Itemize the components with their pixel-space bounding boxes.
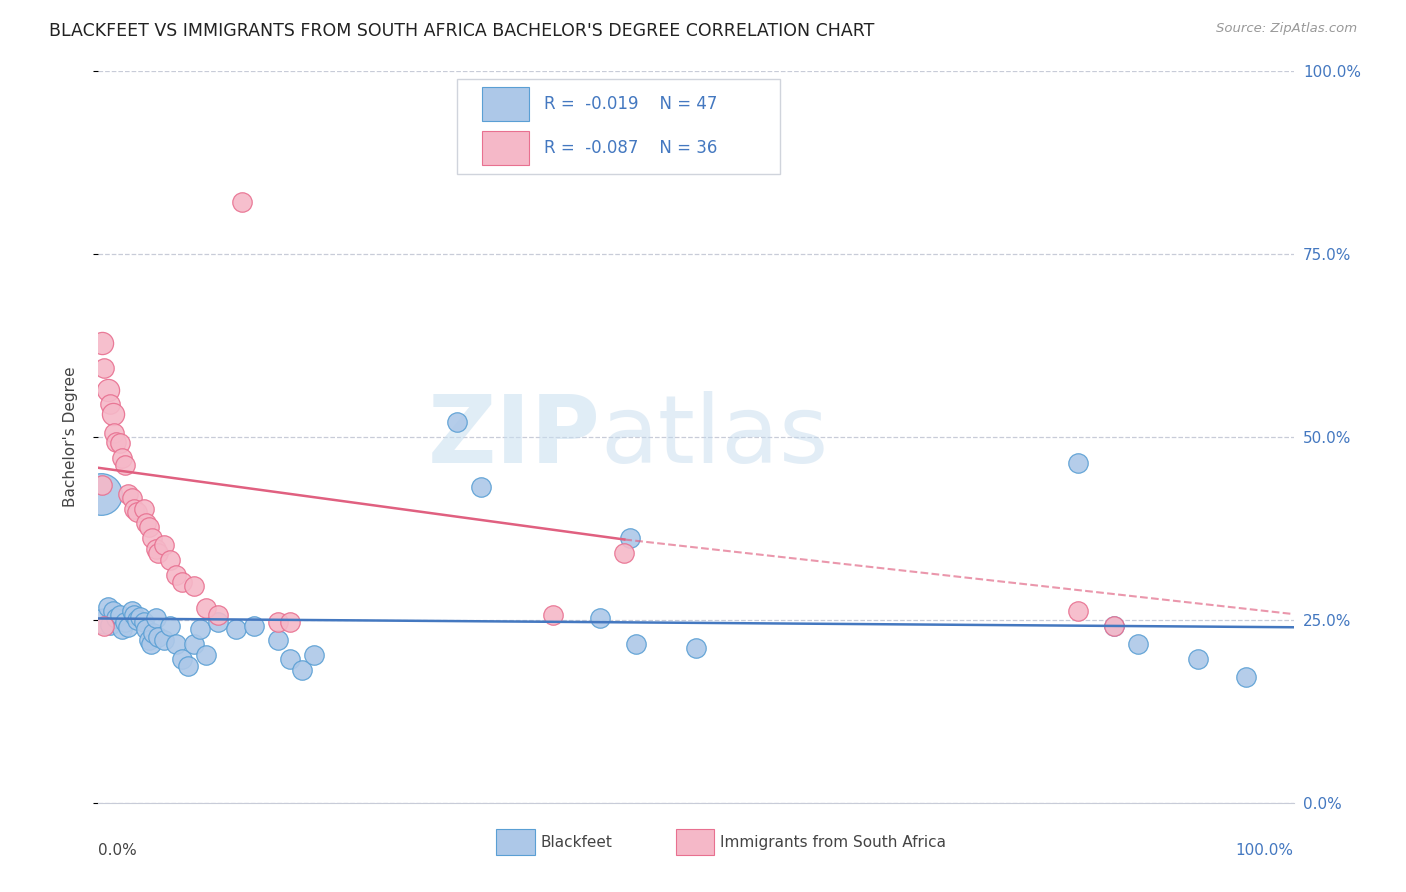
Point — [1067, 604, 1090, 618]
Text: ZIP: ZIP — [427, 391, 600, 483]
Point — [93, 360, 115, 375]
Point — [97, 599, 120, 614]
Point — [121, 491, 143, 505]
Point — [148, 630, 170, 644]
Point — [132, 615, 155, 629]
Point — [105, 611, 128, 625]
Point — [97, 383, 120, 397]
Point — [90, 487, 112, 501]
Point — [172, 574, 194, 589]
Point — [153, 633, 176, 648]
Point — [93, 619, 115, 633]
Point — [1104, 619, 1126, 633]
Point — [195, 648, 218, 662]
Point — [117, 487, 139, 501]
Point — [124, 607, 146, 622]
Point — [177, 659, 200, 673]
Point — [117, 620, 139, 634]
Point — [145, 611, 167, 625]
Point — [125, 613, 148, 627]
Point — [267, 633, 290, 648]
FancyBboxPatch shape — [457, 78, 779, 174]
Point — [91, 477, 114, 491]
FancyBboxPatch shape — [496, 830, 534, 855]
Point — [613, 546, 636, 560]
Point — [153, 538, 176, 552]
Point — [470, 480, 492, 494]
Point — [1067, 456, 1090, 470]
Point — [139, 637, 162, 651]
Point — [183, 578, 205, 592]
Point — [138, 520, 160, 534]
Point — [138, 633, 160, 648]
Point — [541, 607, 564, 622]
Point — [278, 651, 301, 665]
Point — [98, 618, 122, 632]
Text: Source: ZipAtlas.com: Source: ZipAtlas.com — [1216, 22, 1357, 36]
Point — [101, 407, 124, 421]
Point — [98, 397, 122, 411]
Point — [685, 640, 707, 655]
Point — [108, 607, 131, 622]
Point — [145, 541, 167, 556]
Point — [446, 416, 468, 430]
Point — [207, 607, 229, 622]
Text: 100.0%: 100.0% — [1236, 843, 1294, 858]
Point — [243, 619, 266, 633]
Point — [108, 436, 131, 450]
Point — [91, 336, 114, 351]
Point — [278, 615, 301, 629]
Point — [172, 651, 194, 665]
FancyBboxPatch shape — [482, 131, 529, 165]
Point — [1234, 670, 1257, 684]
Point — [159, 619, 181, 633]
Point — [291, 663, 314, 677]
Text: Immigrants from South Africa: Immigrants from South Africa — [720, 835, 946, 850]
Point — [619, 531, 641, 545]
Point — [626, 637, 648, 651]
Point — [165, 637, 187, 651]
Point — [141, 531, 163, 545]
Point — [1128, 637, 1150, 651]
Point — [231, 194, 253, 209]
Point — [589, 611, 612, 625]
Point — [188, 623, 211, 637]
Point — [183, 637, 205, 651]
Point — [111, 623, 134, 637]
Point — [125, 505, 148, 519]
Point — [111, 450, 134, 465]
Text: R =  -0.087    N = 36: R = -0.087 N = 36 — [544, 139, 717, 157]
Point — [1187, 651, 1209, 665]
Point — [121, 604, 143, 618]
Point — [267, 615, 290, 629]
Point — [132, 501, 155, 516]
Point — [1104, 619, 1126, 633]
FancyBboxPatch shape — [482, 87, 529, 121]
Point — [114, 615, 136, 629]
Text: Blackfeet: Blackfeet — [541, 835, 613, 850]
Text: R =  -0.019    N = 47: R = -0.019 N = 47 — [544, 95, 717, 113]
Point — [142, 626, 165, 640]
Text: atlas: atlas — [600, 391, 828, 483]
Y-axis label: Bachelor's Degree: Bachelor's Degree — [63, 367, 77, 508]
Point — [135, 623, 157, 637]
Point — [159, 553, 181, 567]
Point — [103, 426, 125, 441]
Point — [114, 458, 136, 472]
Point — [124, 501, 146, 516]
Point — [91, 615, 114, 629]
Point — [165, 567, 187, 582]
FancyBboxPatch shape — [676, 830, 714, 855]
Point — [129, 610, 152, 624]
Point — [105, 435, 128, 450]
Point — [195, 600, 218, 615]
Text: 0.0%: 0.0% — [98, 843, 138, 858]
Text: BLACKFEET VS IMMIGRANTS FROM SOUTH AFRICA BACHELOR'S DEGREE CORRELATION CHART: BLACKFEET VS IMMIGRANTS FROM SOUTH AFRIC… — [49, 22, 875, 40]
Point — [302, 648, 325, 662]
Point — [148, 546, 170, 560]
Point — [207, 615, 229, 629]
Point — [101, 604, 124, 618]
Point — [225, 623, 247, 637]
Point — [135, 516, 157, 531]
